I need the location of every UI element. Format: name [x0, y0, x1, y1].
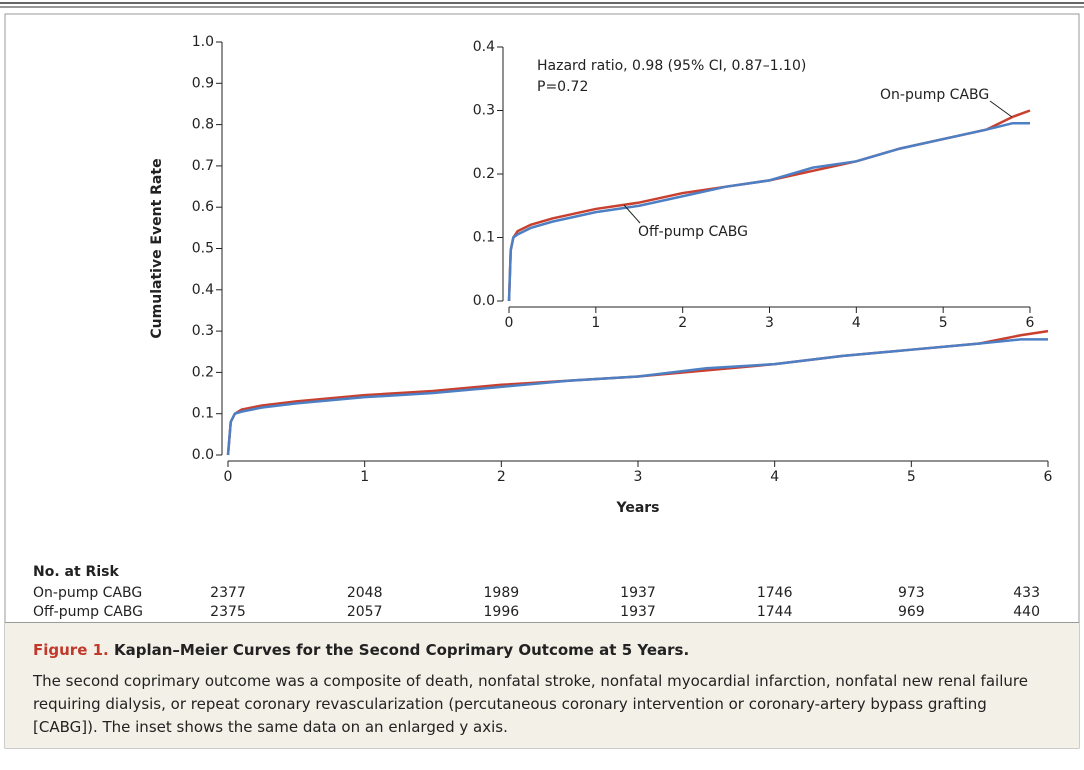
x-tick-label: 1: [360, 469, 369, 485]
risk-value: 1989: [484, 585, 520, 601]
x-tick-label: 0: [224, 469, 233, 485]
caption: Figure 1. Kaplan–Meier Curves for the Se…: [5, 622, 1079, 748]
caption-text: The second coprimary outcome was a compo…: [33, 672, 1028, 736]
x-tick-label: 5: [907, 469, 916, 485]
y-tick-label: 0.9: [192, 75, 214, 91]
risk-value: 440: [1013, 604, 1040, 620]
series-line: [226, 338, 1048, 456]
y-tick-label: 0.4: [192, 282, 214, 298]
risk-value: 433: [1013, 585, 1040, 601]
leader: [623, 204, 641, 224]
leader: [989, 100, 1013, 118]
series-label: Off-pump CABG: [638, 224, 748, 240]
risk-value: 1996: [484, 604, 520, 620]
frame: [4, 13, 1080, 749]
x-tick-label: 5: [939, 315, 948, 331]
x-tick-label: 0: [505, 315, 514, 331]
y-tick-label: 0.0: [473, 293, 495, 309]
y-tick-label: 0.1: [192, 406, 214, 422]
y-tick-label: 0.2: [473, 166, 495, 182]
y-tick-label: 0.0: [192, 447, 214, 463]
risk-value: 1746: [757, 585, 793, 601]
risk-value: 2057: [347, 604, 383, 620]
series-line: [507, 121, 1030, 302]
y-tick-label: 0.5: [192, 241, 214, 257]
x-tick-label: 1: [591, 315, 600, 331]
x-axis-label: Years: [615, 500, 659, 516]
y-tick-label: 1.0: [192, 34, 214, 50]
x-tick-label: 3: [634, 469, 643, 485]
risk-value: 2048: [347, 585, 383, 601]
y-axis-label: Cumulative Event Rate: [149, 158, 165, 338]
caption-title: Figure 1. Kaplan–Meier Curves for the Se…: [33, 639, 1051, 662]
y-tick-label: 0.3: [473, 103, 495, 119]
series-label: On-pump CABG: [880, 87, 989, 103]
series-line: [507, 109, 1031, 302]
risk-value: 973: [898, 585, 925, 601]
x-tick-label: 6: [1026, 315, 1035, 331]
y-tick-label: 0.6: [192, 199, 214, 215]
x-tick-label: 3: [765, 315, 774, 331]
x-tick-label: 2: [497, 469, 506, 485]
annotation: P=0.72: [537, 79, 588, 95]
risk-value: 1744: [757, 604, 793, 620]
risk-value: 1937: [620, 604, 656, 620]
risk-row-label: On-pump CABG: [33, 585, 142, 601]
y-tick-label: 0.7: [192, 158, 214, 174]
x-tick-label: 4: [770, 469, 779, 485]
risk-value: 2377: [210, 585, 246, 601]
risk-title: No. at Risk: [33, 564, 119, 580]
figure-label: Figure 1.: [33, 641, 109, 659]
x-tick-label: 6: [1044, 469, 1053, 485]
y-tick-label: 0.8: [192, 117, 214, 133]
x-tick-label: 4: [852, 315, 861, 331]
x-tick-label: 2: [678, 315, 687, 331]
risk-row-label: Off-pump CABG: [33, 604, 143, 620]
y-tick-label: 0.2: [192, 364, 214, 380]
annotation: Hazard ratio, 0.98 (95% CI, 0.87–1.10): [537, 58, 806, 74]
risk-value: 969: [898, 604, 925, 620]
risk-value: 2375: [210, 604, 246, 620]
figure-title: Kaplan–Meier Curves for the Second Copri…: [113, 641, 690, 659]
y-tick-label: 0.1: [473, 230, 495, 246]
y-tick-label: 0.3: [192, 323, 214, 339]
y-tick-label: 0.4: [473, 39, 495, 55]
risk-value: 1937: [620, 585, 656, 601]
